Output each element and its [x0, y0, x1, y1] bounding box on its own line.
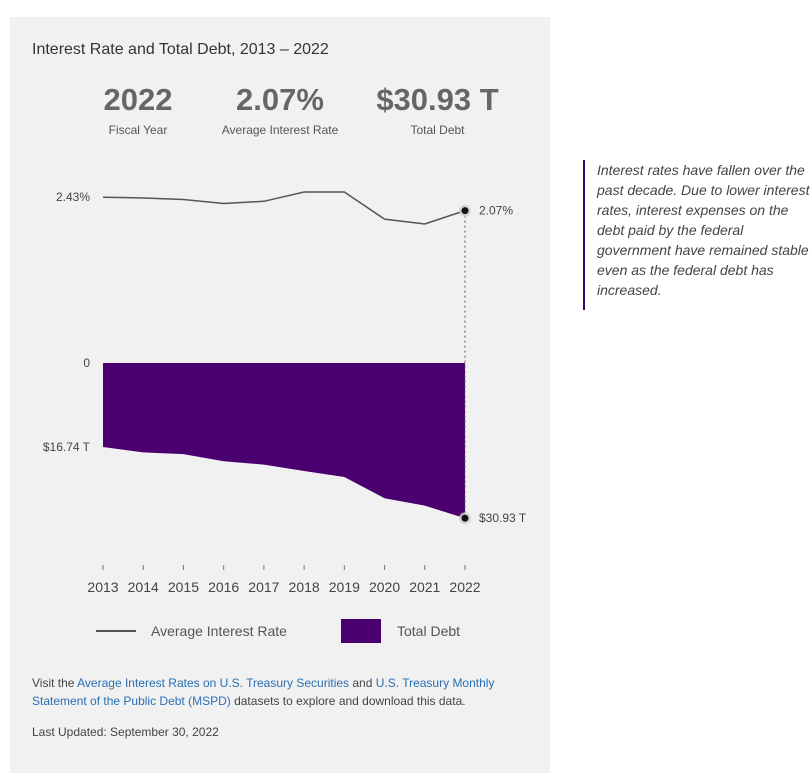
total-debt-area: [103, 363, 465, 519]
end-label-total-debt: $30.93 T: [479, 511, 527, 525]
x-tick-label: 2013: [87, 579, 118, 595]
legend-interest-rate-label: Average Interest Rate: [151, 623, 287, 639]
stat-fiscal-year-label: Fiscal Year: [108, 123, 168, 137]
x-tick-label: 2017: [248, 579, 279, 595]
last-updated: Last Updated: September 30, 2022: [32, 725, 219, 739]
total-debt-end-marker: [461, 514, 469, 522]
stat-interest-rate-value: 2.07%: [236, 82, 324, 117]
end-label-interest-rate: 2.07%: [479, 204, 513, 218]
x-tick-label: 2020: [369, 579, 400, 595]
x-tick-label: 2021: [409, 579, 440, 595]
chart-card: Interest Rate and Total Debt, 2013 – 202…: [10, 17, 550, 773]
stat-total-debt-value: $30.93 T: [376, 82, 499, 117]
side-note: Interest rates have fallen over the past…: [583, 160, 812, 310]
link-average-interest-rates[interactable]: Average Interest Rates on U.S. Treasury …: [77, 676, 350, 690]
y-label-interest-rate: 2.43%: [56, 190, 90, 204]
stat-interest-rate: 2.07% Average Interest Rate: [205, 81, 355, 137]
interest-rate-end-marker: [461, 207, 469, 215]
x-tick-label: 2014: [128, 579, 159, 595]
x-tick-label: 2022: [449, 579, 480, 595]
stat-fiscal-year: 2022 Fiscal Year: [83, 81, 193, 137]
legend-debt-symbol: [341, 619, 381, 643]
interest-rate-line: [102, 191, 466, 225]
footer-middle: and: [349, 676, 376, 690]
x-tick-label: 2016: [208, 579, 239, 595]
stat-fiscal-year-value: 2022: [103, 82, 173, 117]
stat-interest-rate-label: Average Interest Rate: [221, 123, 339, 137]
chart-svg: 2.43% 0 $16.74 T 2.07% $30.93 T 2013 2014 2015 2…: [43, 190, 527, 595]
footer-prefix: Visit the: [32, 676, 78, 690]
y-label-debt-start: $16.74 T: [43, 440, 91, 454]
x-tick-label: 2018: [289, 579, 320, 595]
stat-total-debt: $30.93 T Total Debt: [360, 81, 515, 137]
chart-title: Interest Rate and Total Debt, 2013 – 202…: [32, 41, 329, 58]
x-tick-label: 2015: [168, 579, 199, 595]
link-mspd[interactable]: U.S. Treasury Monthly Statement of the P…: [32, 676, 495, 708]
footer-text: Visit the Average Interest Rates on U.S.…: [32, 674, 532, 710]
legend-line-symbol: [96, 630, 136, 632]
stat-total-debt-label: Total Debt: [410, 123, 465, 137]
y-label-zero: 0: [83, 356, 90, 370]
legend-total-debt-label: Total Debt: [397, 623, 461, 639]
x-tick-label: 2019: [329, 579, 360, 595]
footer-suffix: datasets to explore and download this da…: [230, 694, 466, 708]
